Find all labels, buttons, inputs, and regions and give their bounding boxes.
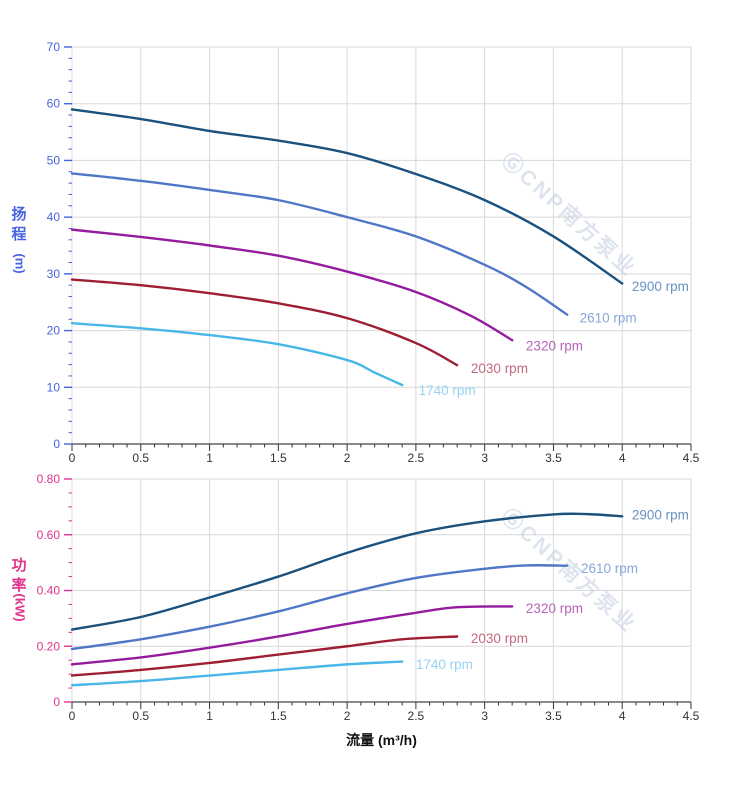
y-tick-label: 0.20 bbox=[37, 639, 61, 653]
x-tick-label: 0.5 bbox=[132, 709, 149, 723]
x-tick-label: 0 bbox=[69, 709, 76, 723]
flow-axis-title: 流量 (m³/h) bbox=[346, 732, 417, 748]
x-tick-label: 3 bbox=[481, 451, 488, 465]
x-tick-label: 3 bbox=[481, 709, 488, 723]
head-axis-unit: (m) bbox=[12, 253, 28, 274]
curve-2900-rpm bbox=[70, 108, 624, 285]
curve-2030-rpm bbox=[70, 278, 459, 367]
y-tick-label: 0 bbox=[53, 695, 60, 709]
x-tick-label: 2 bbox=[344, 451, 351, 465]
x-tick-label: 4.5 bbox=[683, 451, 700, 465]
x-tick-label: 1 bbox=[206, 451, 213, 465]
y-tick-label: 0.40 bbox=[37, 584, 61, 598]
curve-label-2030-rpm: 2030 rpm bbox=[471, 361, 528, 376]
x-tick-label: 2 bbox=[344, 709, 351, 723]
brand-watermark: ⒼCNP南方泵业 bbox=[497, 148, 642, 282]
y-tick-label: 50 bbox=[47, 153, 61, 167]
curve-1740-rpm bbox=[70, 660, 404, 687]
curve-label-2030-rpm: 2030 rpm bbox=[471, 631, 528, 646]
y-tick-label: 0.60 bbox=[37, 528, 61, 542]
curve-label-1740-rpm: 1740 rpm bbox=[419, 383, 476, 398]
y-tick-label: 0.80 bbox=[37, 472, 61, 486]
y-tick-label: 10 bbox=[47, 380, 61, 394]
x-tick-label: 4 bbox=[619, 709, 626, 723]
y-tick-label: 0 bbox=[53, 437, 60, 451]
y-tick-label: 20 bbox=[47, 324, 61, 338]
curve-label-1740-rpm: 1740 rpm bbox=[416, 657, 473, 672]
curve-2900-rpm bbox=[70, 512, 624, 631]
power-axis-title: 功率 bbox=[11, 557, 27, 594]
curve-2320-rpm bbox=[70, 228, 514, 342]
y-tick-label: 60 bbox=[47, 97, 61, 111]
curve-label-2320-rpm: 2320 rpm bbox=[526, 601, 583, 616]
curve-label-2320-rpm: 2320 rpm bbox=[526, 338, 583, 353]
x-tick-label: 0.5 bbox=[132, 451, 149, 465]
y-tick-label: 40 bbox=[47, 210, 61, 224]
x-tick-label: 1 bbox=[206, 709, 213, 723]
x-tick-label: 0 bbox=[69, 451, 76, 465]
x-tick-label: 1.5 bbox=[270, 451, 287, 465]
curve-1740-rpm bbox=[70, 321, 404, 387]
curve-2030-rpm bbox=[70, 635, 459, 677]
x-tick-label: 3.5 bbox=[545, 451, 562, 465]
x-tick-label: 4.5 bbox=[683, 709, 700, 723]
curve-label-2900-rpm: 2900 rpm bbox=[632, 508, 689, 523]
curve-label-2610-rpm: 2610 rpm bbox=[581, 561, 638, 576]
curve-label-2610-rpm: 2610 rpm bbox=[580, 311, 637, 326]
head-axis-title: 扬程 bbox=[11, 206, 27, 243]
x-tick-label: 2.5 bbox=[408, 709, 425, 723]
curve-2610-rpm bbox=[70, 172, 569, 316]
y-tick-label: 70 bbox=[47, 40, 61, 54]
head-flow-chart: ⒼCNP南方泵业 0 0.5 1 1.5 2 2.5 3 3.5 4 4.5 0 10 20 30 40 50 6… bbox=[47, 40, 700, 465]
x-tick-label: 4 bbox=[619, 451, 626, 465]
y-tick-label: 30 bbox=[47, 267, 61, 281]
x-tick-label: 2.5 bbox=[408, 451, 425, 465]
x-tick-label: 1.5 bbox=[270, 709, 287, 723]
x-tick-label: 3.5 bbox=[545, 709, 562, 723]
power-axis-unit: (kW) bbox=[12, 593, 28, 622]
curve-2320-rpm bbox=[70, 605, 514, 666]
curve-2610-rpm bbox=[70, 564, 569, 651]
curve-label-2900-rpm: 2900 rpm bbox=[632, 279, 689, 294]
